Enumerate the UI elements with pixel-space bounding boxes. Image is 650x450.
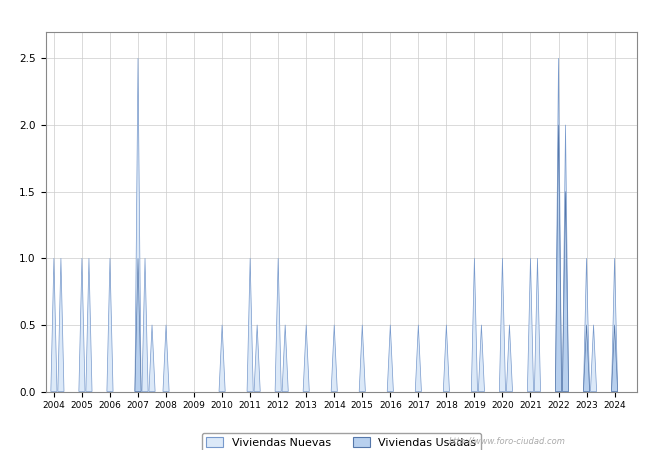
Polygon shape	[612, 325, 618, 392]
Polygon shape	[142, 258, 148, 392]
Polygon shape	[135, 58, 141, 392]
Text: http://www.foro-ciudad.com: http://www.foro-ciudad.com	[448, 436, 566, 446]
Polygon shape	[51, 258, 57, 392]
Text: Muelas de los Caballeros - Evolucion del Nº de Transacciones Inmobiliarias: Muelas de los Caballeros - Evolucion del…	[45, 12, 605, 25]
Polygon shape	[415, 325, 421, 392]
Polygon shape	[275, 258, 281, 392]
Polygon shape	[135, 258, 141, 392]
Polygon shape	[79, 258, 85, 392]
Polygon shape	[303, 325, 309, 392]
Polygon shape	[555, 125, 562, 392]
Polygon shape	[247, 258, 254, 392]
Polygon shape	[590, 325, 597, 392]
Polygon shape	[584, 325, 590, 392]
Polygon shape	[149, 325, 155, 392]
Polygon shape	[107, 258, 113, 392]
Polygon shape	[499, 258, 506, 392]
Polygon shape	[555, 58, 562, 392]
Polygon shape	[506, 325, 513, 392]
Polygon shape	[282, 325, 288, 392]
Polygon shape	[562, 192, 569, 392]
Polygon shape	[163, 325, 169, 392]
Polygon shape	[331, 325, 337, 392]
Polygon shape	[387, 325, 393, 392]
Polygon shape	[584, 258, 590, 392]
Legend: Viviendas Nuevas, Viviendas Usadas: Viviendas Nuevas, Viviendas Usadas	[202, 433, 481, 450]
Polygon shape	[527, 258, 534, 392]
Polygon shape	[478, 325, 484, 392]
Polygon shape	[471, 258, 478, 392]
Polygon shape	[562, 125, 569, 392]
Polygon shape	[359, 325, 365, 392]
Polygon shape	[534, 258, 541, 392]
Polygon shape	[612, 258, 618, 392]
Polygon shape	[58, 258, 64, 392]
Polygon shape	[219, 325, 225, 392]
Polygon shape	[443, 325, 449, 392]
Polygon shape	[254, 325, 260, 392]
Polygon shape	[86, 258, 92, 392]
